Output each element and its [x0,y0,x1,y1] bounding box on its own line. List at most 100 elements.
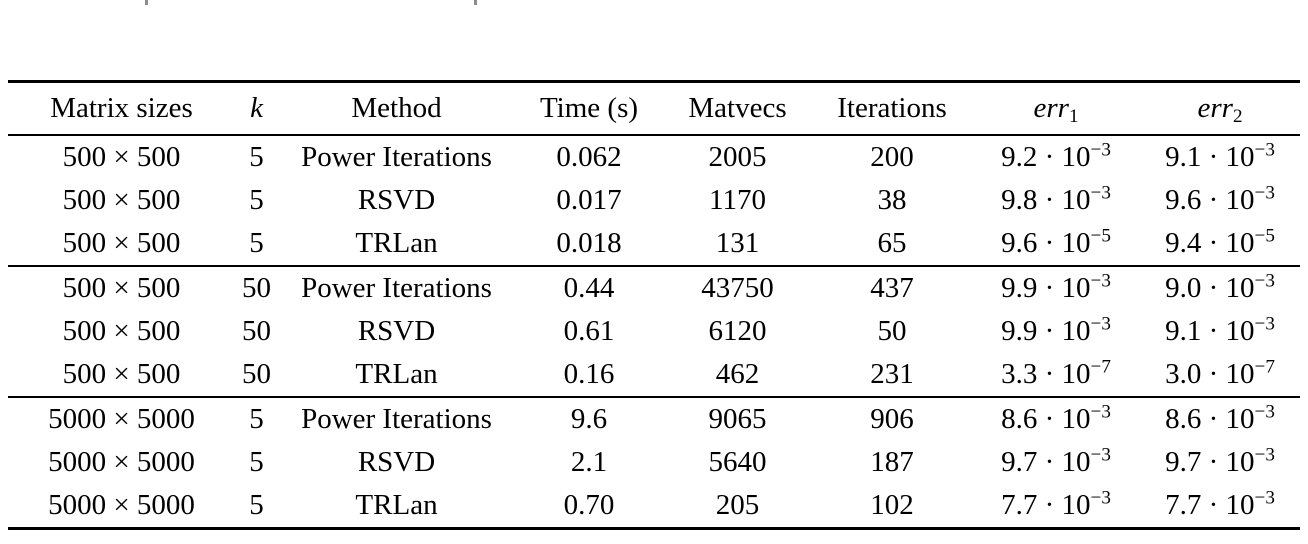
cell-method: TRLan [355,227,438,259]
err1-header-label: err [1033,92,1069,124]
cell-k: 50 [235,265,278,310]
cell-err1: 9.6 · 10−5 [972,222,1140,266]
cell-matvecs: 131 [715,227,760,259]
cell-err1: 9.8 · 10−3 [972,179,1140,222]
cell-matvecs: 9065 [663,396,812,441]
cell-err2: 9.1 · 10−3 [1140,310,1300,353]
cell-iterations: 50 [877,315,907,347]
cell-matvecs: 5640 [708,446,767,478]
err2-exponent: −3 [1254,487,1275,509]
table-row: 500 × 500 5 TRLan 0.018 131 65 9.6 · 10−… [8,222,1300,266]
table-row: 500 × 500 50 Power Iterations 0.44 43750… [8,265,1300,310]
cell-matrix-size: 500 × 500 [62,315,181,347]
cell-matvecs: 1170 [709,184,766,216]
err2-exponent: −5 [1254,225,1275,247]
cell-err2: 9.4 · 10−5 [1140,222,1300,266]
column-header-k: k [235,81,278,136]
err1-exponent: −7 [1090,356,1111,378]
cell-iterations: 38 [877,184,907,216]
cell-iterations: 65 [877,227,907,259]
cell-err2: 9.7 · 10−3 [1140,441,1300,484]
header-row: Matrix sizes k Method Time (s) Matvecs I… [8,81,1300,136]
cell-err1: 7.7 · 10−3 [972,484,1140,529]
table-body: 500 × 500 5 Power Iterations 0.062 2005 … [8,135,1300,529]
table-row: 500 × 500 5 Power Iterations 0.062 2005 … [8,135,1300,179]
cell-err1: 9.9 · 10−3 [972,265,1140,310]
cell-k: 5 [249,184,264,216]
cell-iterations: 231 [870,358,914,390]
err1-exponent: −3 [1090,139,1111,161]
cropped-glyph-fragment [145,0,148,5]
cell-k: 5 [249,141,264,173]
cell-method: RSVD [357,446,436,478]
cell-time: 0.018 [556,227,622,259]
cell-method: RSVD [357,315,436,347]
err1-exponent: −3 [1090,444,1111,466]
err1-exponent: −5 [1090,225,1111,247]
err1-value: 9.7 · 10 [1001,446,1091,478]
cell-matrix-size: 5000 × 5000 [8,396,235,441]
cell-matrix-size: 5000 × 5000 [48,489,195,521]
err1-value: 9.2 · 10 [1001,141,1091,173]
err1-value: 9.9 · 10 [1001,315,1091,347]
err2-exponent: −3 [1254,444,1275,466]
cell-time: 0.44 [515,265,663,310]
err1-exponent: −3 [1090,182,1111,204]
cell-time: 0.017 [556,184,622,216]
err2-exponent: −7 [1254,356,1275,378]
err1-exponent: −3 [1090,313,1111,335]
column-header-iterations: Iterations [812,81,972,136]
table-row: 5000 × 5000 5 Power Iterations 9.6 9065 … [8,396,1300,441]
cell-iterations: 102 [870,489,914,521]
err1-exponent: −3 [1090,401,1111,423]
cell-err2: 8.6 · 10−3 [1140,396,1300,441]
cell-err1: 9.7 · 10−3 [972,441,1140,484]
cell-method: Power Iterations [278,396,515,441]
cell-iterations: 906 [812,396,972,441]
cell-matvecs: 43750 [663,265,812,310]
cell-k: 50 [242,315,271,347]
err2-value: 9.1 · 10 [1165,315,1255,347]
err2-exponent: −3 [1254,270,1275,292]
err2-value: 9.7 · 10 [1165,446,1255,478]
cell-iterations: 200 [870,141,914,173]
cell-err2: 9.6 · 10−3 [1140,179,1300,222]
err2-value: 9.6 · 10 [1165,184,1255,216]
cell-time: 9.6 [515,396,663,441]
err2-value: 3.0 · 10 [1165,358,1255,390]
err1-exponent: −3 [1090,270,1111,292]
cell-matrix-size: 500 × 500 [62,227,181,259]
err2-exponent: −3 [1254,182,1275,204]
cell-time: 0.062 [556,141,622,173]
cell-err1: 9.9 · 10−3 [972,310,1140,353]
cell-err1: 9.2 · 10−3 [972,135,1140,179]
err1-exponent: −3 [1090,487,1111,509]
cell-k: 5 [235,396,278,441]
err1-value: 7.7 · 10 [1001,489,1091,521]
err1-value: 9.8 · 10 [1001,184,1091,216]
cell-method: TRLan [355,358,438,390]
err2-value: 9.1 · 10 [1165,141,1255,173]
err2-header-label: err [1197,92,1233,124]
cell-time: 0.16 [563,358,615,390]
cell-matvecs: 2005 [708,141,767,173]
cell-method: Power Iterations [301,141,492,173]
err1-value: 3.3 · 10 [1001,358,1091,390]
cell-err2: 3.0 · 10−7 [1140,353,1300,397]
cell-k: 50 [242,358,271,390]
table-row: 5000 × 5000 5 RSVD 2.1 5640 187 9.7 · 10… [8,441,1300,484]
cell-method: RSVD [357,184,436,216]
cell-iterations: 187 [870,446,914,478]
cell-matvecs: 462 [715,358,760,390]
table-header: Matrix sizes k Method Time (s) Matvecs I… [8,81,1300,136]
column-header-err1: err1 [972,81,1140,136]
err2-exponent: −3 [1254,401,1275,423]
err1-header-subscript: 1 [1068,105,1079,127]
cell-err2: 9.0 · 10−3 [1140,265,1300,310]
cell-iterations: 437 [812,265,972,310]
table-row: 500 × 500 5 RSVD 0.017 1170 38 9.8 · 10−… [8,179,1300,222]
cell-time: 2.1 [570,446,608,478]
cell-method: TRLan [355,489,438,521]
column-header-method: Method [278,81,515,136]
